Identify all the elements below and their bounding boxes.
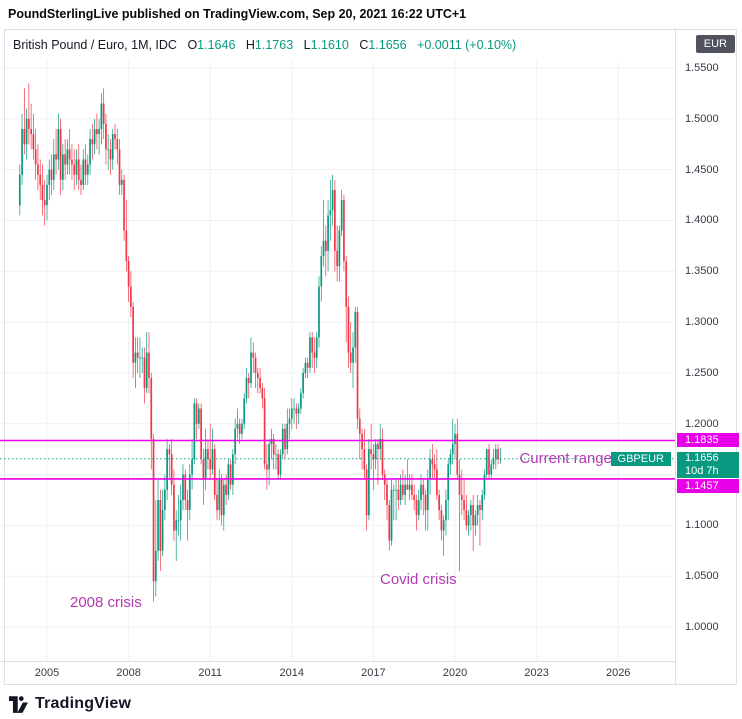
tradingview-brand[interactable]: TradingView [35, 695, 132, 712]
time-axis[interactable]: 2005 2008 2011 2014 2017 2020 2023 2026 [0, 661, 675, 685]
price-tick: 1.2000 [685, 417, 719, 430]
time-tick: 2026 [605, 667, 631, 679]
price-axis[interactable]: EUR 1.1835 1.1656 10d 7h 1.1457 1.5500 1.… [675, 28, 742, 685]
2008-crisis-annotation[interactable]: 2008 crisis [70, 594, 142, 611]
covid-crisis-annotation[interactable]: Covid crisis [380, 571, 457, 588]
close-label: C [359, 38, 369, 52]
price-tick: 1.5000 [685, 112, 719, 125]
open-label: O [187, 38, 198, 52]
bar-countdown: 10d 7h [677, 464, 739, 478]
high-label: H [245, 38, 255, 52]
low-value: 1.1610 [310, 38, 349, 52]
symbol-legend: British Pound / Euro, 1M, IDC O1.1646 H1… [13, 38, 516, 52]
price-tick: 1.4000 [685, 214, 719, 227]
tradingview-footer: TradingView [9, 695, 131, 713]
time-tick: 2005 [34, 667, 60, 679]
close-value: 1.1656 [368, 38, 407, 52]
current-price-value: 1.1656 [677, 451, 739, 465]
price-tick: 1.4500 [685, 163, 719, 176]
price-tick: 1.0000 [685, 621, 719, 633]
symbol-price-tag: GBPEUR [610, 451, 671, 466]
currency-unit-button[interactable]: EUR [695, 35, 735, 53]
price-tick: 1.5500 [685, 62, 719, 74]
symbol-title[interactable]: British Pound / Euro, 1M, IDC [13, 38, 177, 52]
time-tick: 2014 [279, 667, 305, 679]
time-tick: 2023 [524, 667, 549, 679]
time-tick: 2011 [198, 667, 223, 679]
open-value: 1.1646 [197, 38, 236, 52]
high-value: 1.1763 [254, 38, 294, 52]
tradingview-logo-icon[interactable] [9, 695, 28, 713]
current-range-annotation[interactable]: Current range [519, 449, 612, 467]
price-tick: 1.3000 [685, 316, 719, 329]
current-price-label: 1.1656 10d 7h [677, 451, 739, 478]
time-tick: 2020 [442, 667, 468, 679]
chart-pane[interactable] [0, 30, 675, 662]
time-tick: 2008 [116, 667, 141, 679]
price-tick: 1.2500 [685, 366, 719, 379]
published-caption: PoundSterlingLive published on TradingVi… [8, 7, 467, 21]
change-value: +0.0011 (+0.10%) [417, 38, 517, 52]
time-tick: 2017 [361, 667, 386, 679]
price-tick: 1.3500 [685, 265, 719, 278]
range-high-price-label: 1.1835 [677, 433, 739, 448]
low-label: L [303, 38, 311, 52]
price-tick: 1.1000 [685, 519, 719, 532]
price-tick: 1.0500 [685, 570, 719, 583]
candlestick-chart[interactable] [0, 30, 675, 662]
range-low-price-label: 1.1457 [677, 478, 739, 493]
